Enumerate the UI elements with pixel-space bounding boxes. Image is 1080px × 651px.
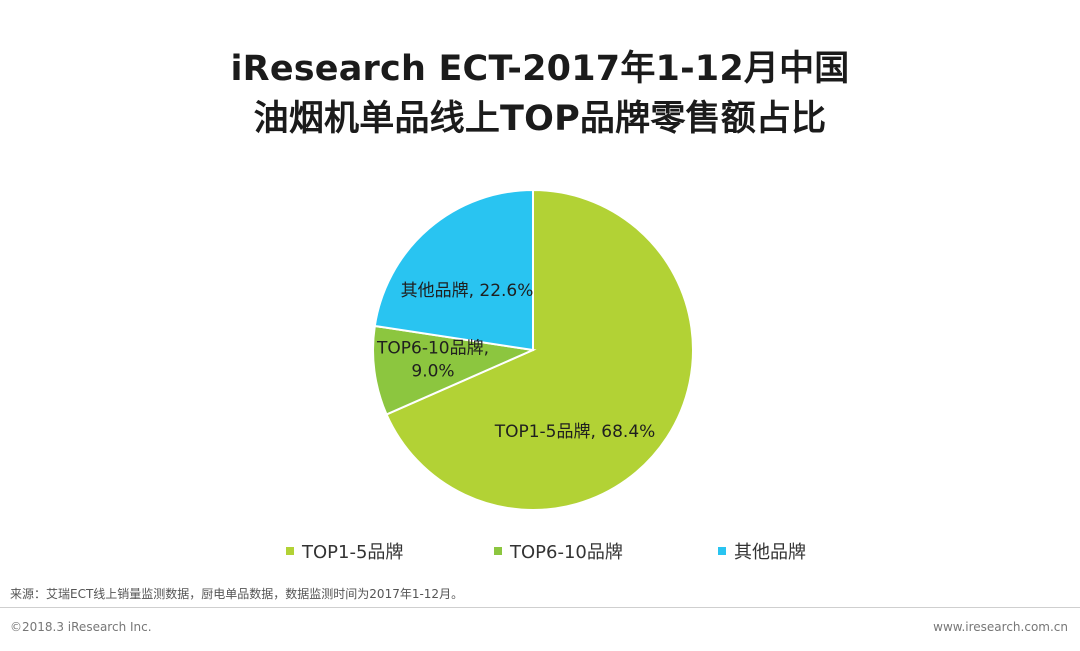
- chart-title-line-2: 油烟机单品线上TOP品牌零售额占比: [253, 99, 827, 139]
- legend-swatch-others: [718, 547, 726, 555]
- legend-label-top1-5: TOP1-5品牌: [302, 542, 404, 563]
- chart-legend: TOP1-5品牌 TOP6-10品牌 其他品牌: [0, 538, 1080, 566]
- data-label-top6-10-line-1: TOP6-10品牌,: [376, 339, 489, 359]
- pie-slice-others: [373, 188, 534, 352]
- legend-label-top6-10: TOP6-10品牌: [510, 542, 623, 563]
- pie-slice-top6-10: [372, 324, 537, 416]
- source-note: 来源：艾瑞ECT线上销量监测数据，厨电单品数据，数据监测时间为2017年1-12…: [10, 587, 464, 601]
- legend-item-top1-5: TOP1-5品牌: [286, 538, 403, 564]
- legend-swatch-top1-5: [286, 547, 294, 555]
- legend-item-others: 其他品牌: [718, 538, 806, 564]
- data-label-top6-10-line-2: 9.0%: [411, 362, 454, 382]
- legend-label-others: 其他品牌: [734, 542, 806, 563]
- copyright-text: ©2018.3 iResearch Inc.: [10, 620, 152, 634]
- pie-data-labels: TOP1-5品牌, 68.4% TOP6-10品牌, 9.0% 其他品牌, 22.6%: [376, 281, 655, 442]
- legend-swatch-top6-10: [494, 547, 502, 555]
- chart-title-line-1: iResearch ECT-2017年1-12月中国: [230, 49, 850, 89]
- chart-title: iResearch ECT-2017年1-12月中国 油烟机单品线上TOP品牌零…: [0, 44, 1080, 144]
- data-label-top1-5-line-1: TOP1-5品牌, 68.4%: [494, 422, 656, 442]
- legend-item-top6-10: TOP6-10品牌: [494, 538, 623, 564]
- data-label-others: 其他品牌, 22.6%: [401, 281, 534, 301]
- website-text: www.iresearch.com.cn: [933, 620, 1068, 634]
- data-label-others-line-1: 其他品牌, 22.6%: [401, 281, 534, 301]
- pie-slice-top1-5: [385, 188, 694, 511]
- pie-slices: [372, 188, 694, 511]
- data-label-top6-10: TOP6-10品牌, 9.0%: [376, 339, 489, 382]
- data-label-top1-5: TOP1-5品牌, 68.4%: [494, 422, 656, 442]
- footer-divider: [0, 607, 1080, 608]
